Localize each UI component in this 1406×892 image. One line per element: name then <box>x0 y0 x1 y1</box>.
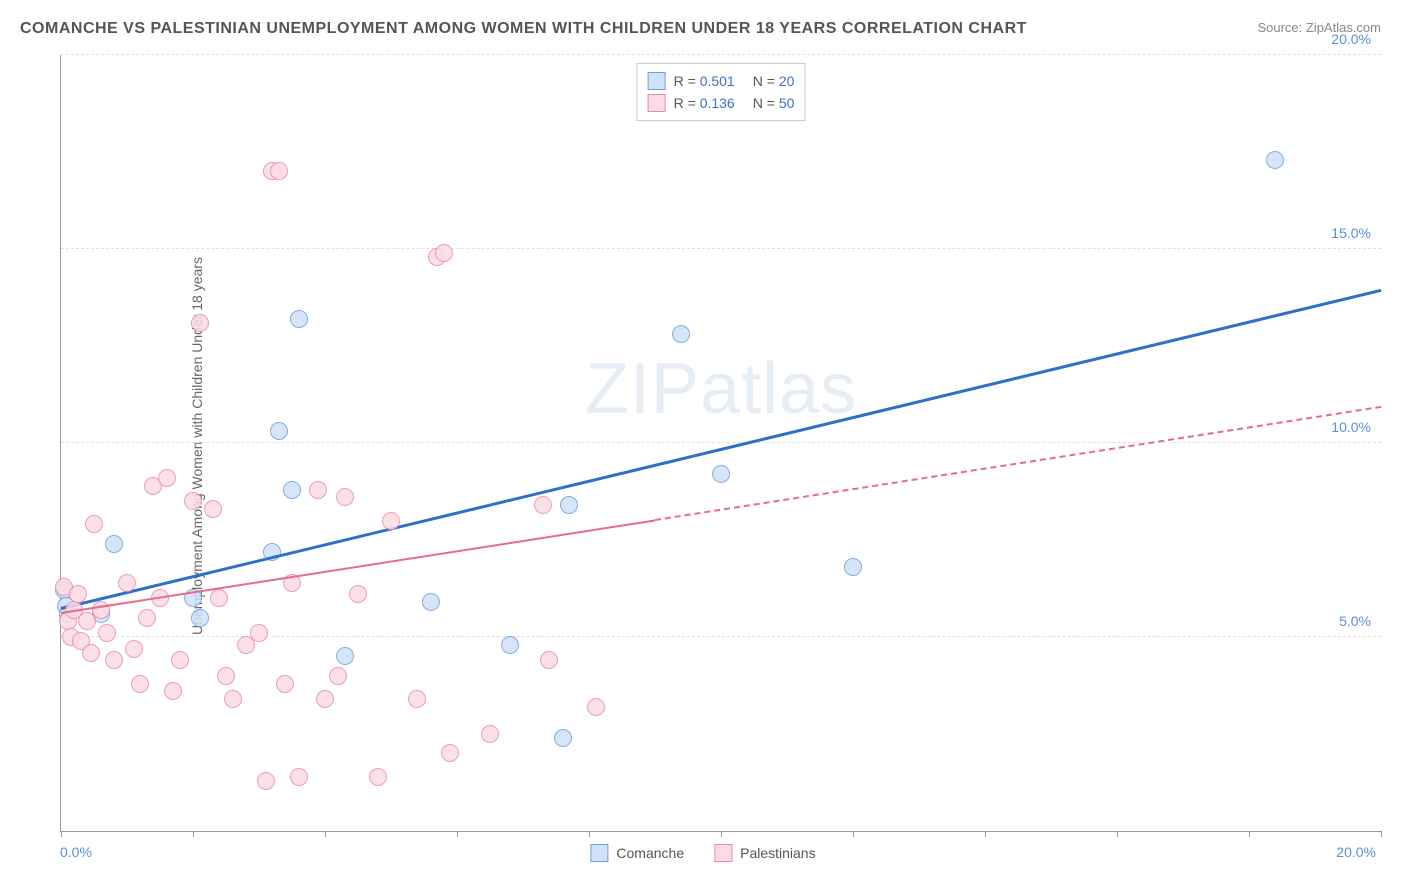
scatter-point <box>125 640 143 658</box>
scatter-point <box>257 772 275 790</box>
scatter-point <box>329 667 347 685</box>
x-tick <box>193 831 194 837</box>
scatter-point <box>164 682 182 700</box>
scatter-point <box>435 244 453 262</box>
scatter-point <box>98 624 116 642</box>
y-tick-label: 15.0% <box>1331 225 1371 241</box>
x-axis-max-label: 20.0% <box>1336 844 1376 860</box>
scatter-point <box>1266 151 1284 169</box>
scatter-point <box>336 647 354 665</box>
x-tick <box>1117 831 1118 837</box>
legend-r-label: R = 0.136 <box>674 95 735 111</box>
scatter-point <box>276 675 294 693</box>
trend-line <box>655 406 1381 521</box>
scatter-point <box>844 558 862 576</box>
scatter-point <box>422 593 440 611</box>
chart-title: COMANCHE VS PALESTINIAN UNEMPLOYMENT AMO… <box>20 20 1027 38</box>
scatter-point <box>408 690 426 708</box>
trend-line <box>61 289 1382 610</box>
x-tick <box>1381 831 1382 837</box>
x-axis-min-label: 0.0% <box>60 844 92 860</box>
scatter-point <box>131 675 149 693</box>
scatter-point <box>191 314 209 332</box>
legend-swatch <box>648 94 666 112</box>
scatter-point <box>105 535 123 553</box>
legend-swatch <box>648 72 666 90</box>
y-tick-label: 10.0% <box>1331 419 1371 435</box>
scatter-point <box>118 574 136 592</box>
legend-stat-row: R = 0.501 N = 20 <box>648 70 795 92</box>
x-tick <box>853 831 854 837</box>
legend-series-item: Palestinians <box>714 844 816 862</box>
scatter-point <box>554 729 572 747</box>
scatter-point <box>85 515 103 533</box>
scatter-point <box>217 667 235 685</box>
scatter-point <box>204 500 222 518</box>
legend-r-label: R = 0.501 <box>674 73 735 89</box>
scatter-point <box>158 469 176 487</box>
gridline <box>61 248 1381 249</box>
scatter-point <box>369 768 387 786</box>
scatter-point <box>92 601 110 619</box>
scatter-point <box>270 422 288 440</box>
scatter-point <box>534 496 552 514</box>
x-tick <box>589 831 590 837</box>
scatter-point <box>382 512 400 530</box>
scatter-point <box>283 481 301 499</box>
scatter-point <box>184 492 202 510</box>
legend-series-label: Comanche <box>616 845 684 861</box>
scatter-point <box>171 651 189 669</box>
scatter-point <box>712 465 730 483</box>
legend-swatch <box>714 844 732 862</box>
x-tick <box>1249 831 1250 837</box>
legend-stats: R = 0.501 N = 20 R = 0.136 N = 50 <box>637 63 806 121</box>
legend-swatch <box>590 844 608 862</box>
watermark: ZIPatlas <box>585 348 857 430</box>
scatter-point <box>441 744 459 762</box>
scatter-point <box>290 310 308 328</box>
scatter-point <box>290 768 308 786</box>
scatter-point <box>210 589 228 607</box>
scatter-point <box>191 609 209 627</box>
scatter-point <box>224 690 242 708</box>
scatter-point <box>481 725 499 743</box>
legend-n-label: N = 50 <box>753 95 795 111</box>
x-tick <box>61 831 62 837</box>
scatter-point <box>540 651 558 669</box>
scatter-point <box>349 585 367 603</box>
scatter-point <box>105 651 123 669</box>
gridline <box>61 54 1381 55</box>
scatter-point <box>560 496 578 514</box>
scatter-point <box>270 162 288 180</box>
x-tick <box>721 831 722 837</box>
scatter-point <box>309 481 327 499</box>
scatter-point <box>587 698 605 716</box>
chart-plot-area: ZIPatlas R = 0.501N = 20R = 0.136N = 50 … <box>60 55 1381 832</box>
y-tick-label: 20.0% <box>1331 31 1371 47</box>
x-tick <box>457 831 458 837</box>
scatter-point <box>672 325 690 343</box>
legend-series-label: Palestinians <box>740 845 816 861</box>
scatter-point <box>69 585 87 603</box>
x-tick <box>985 831 986 837</box>
scatter-point <box>250 624 268 642</box>
scatter-point <box>82 644 100 662</box>
legend-stat-row: R = 0.136 N = 50 <box>648 92 795 114</box>
scatter-point <box>316 690 334 708</box>
scatter-point <box>501 636 519 654</box>
gridline <box>61 442 1381 443</box>
scatter-point <box>336 488 354 506</box>
legend-series-item: Comanche <box>590 844 684 862</box>
legend-n-label: N = 20 <box>753 73 795 89</box>
scatter-point <box>138 609 156 627</box>
y-tick-label: 5.0% <box>1339 613 1371 629</box>
legend-series: Comanche Palestinians <box>590 844 815 862</box>
x-tick <box>325 831 326 837</box>
